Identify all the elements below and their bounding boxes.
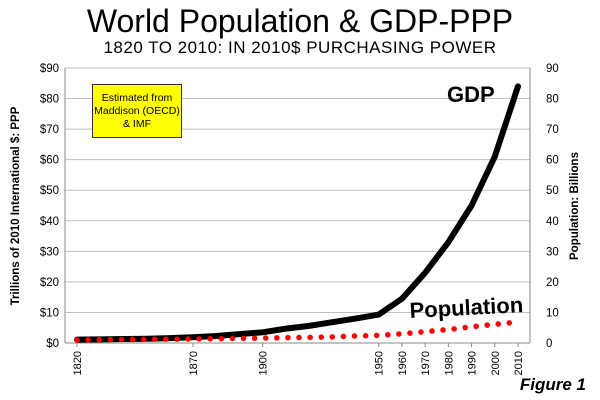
x-tick-label: 2010 — [513, 351, 525, 375]
x-tick-labels: 1820 1870 1900 1950 1960 1970 1980 1990 2000 2010 — [72, 351, 525, 375]
right-tick-label: 90 — [546, 63, 559, 75]
population-line — [74, 319, 521, 343]
annotation-line-3: & IMF — [123, 118, 151, 130]
right-tick-label: 60 — [546, 155, 559, 167]
gdp-line — [74, 83, 521, 343]
left-tick-label: $40 — [40, 216, 59, 228]
left-tick-label: $80 — [40, 94, 59, 106]
left-tick-label: $0 — [46, 338, 59, 350]
x-tick-label: 2000 — [490, 351, 502, 375]
left-tick-label: $90 — [40, 63, 59, 75]
population-series — [74, 319, 521, 343]
right-tick-label: 0 — [546, 338, 552, 350]
left-tick-label: $70 — [40, 124, 59, 136]
gdp-series — [74, 83, 521, 343]
figure-label: Figure 1 — [519, 375, 586, 394]
left-tick-label: $20 — [40, 277, 59, 289]
right-tick-labels: 0 10 20 30 40 50 60 70 80 90 — [546, 63, 559, 350]
x-tick-label: 1900 — [258, 351, 270, 375]
gdp-series-label: GDP — [447, 82, 495, 107]
left-tick-label: $30 — [40, 246, 59, 258]
x-tick-label: 1970 — [420, 351, 432, 375]
right-tick-label: 10 — [546, 307, 559, 319]
left-tick-label: $10 — [40, 307, 59, 319]
source-annotation: Estimated from Maddison (OECD) & IMF — [92, 84, 182, 138]
right-tick-label: 50 — [546, 185, 559, 197]
x-tick-label: 1870 — [188, 351, 200, 375]
chart-subtitle: 1820 TO 2010: IN 2010$ PURCHASING POWER — [103, 38, 497, 57]
left-tick-label: $60 — [40, 155, 59, 167]
right-tick-label: 30 — [546, 246, 559, 258]
annotation-line-2: Maddison (OECD) — [94, 105, 180, 117]
right-tick-label: 80 — [546, 94, 559, 106]
left-tick-label: $50 — [40, 185, 59, 197]
left-axis-label: Trillions of 2010 International $: PPP — [10, 106, 22, 305]
axes — [64, 68, 531, 347]
population-series-label: Population — [409, 292, 524, 323]
x-tick-label: 1980 — [443, 351, 455, 375]
right-tick-label: 70 — [546, 124, 559, 136]
right-axis-label: Population: Billions — [569, 152, 581, 260]
right-tick-label: 40 — [546, 216, 559, 228]
x-tick-label: 1990 — [467, 351, 479, 375]
x-tick-label: 1960 — [397, 351, 409, 375]
right-tick-label: 20 — [546, 277, 559, 289]
x-tick-label: 1820 — [72, 351, 84, 375]
annotation-line-1: Estimated from — [101, 92, 173, 104]
left-tick-labels: $0 $10 $20 $30 $40 $50 $60 $70 $80 $90 — [40, 63, 59, 350]
chart-title: World Population & GDP-PPP — [86, 3, 514, 39]
x-tick-label: 1950 — [374, 351, 386, 375]
